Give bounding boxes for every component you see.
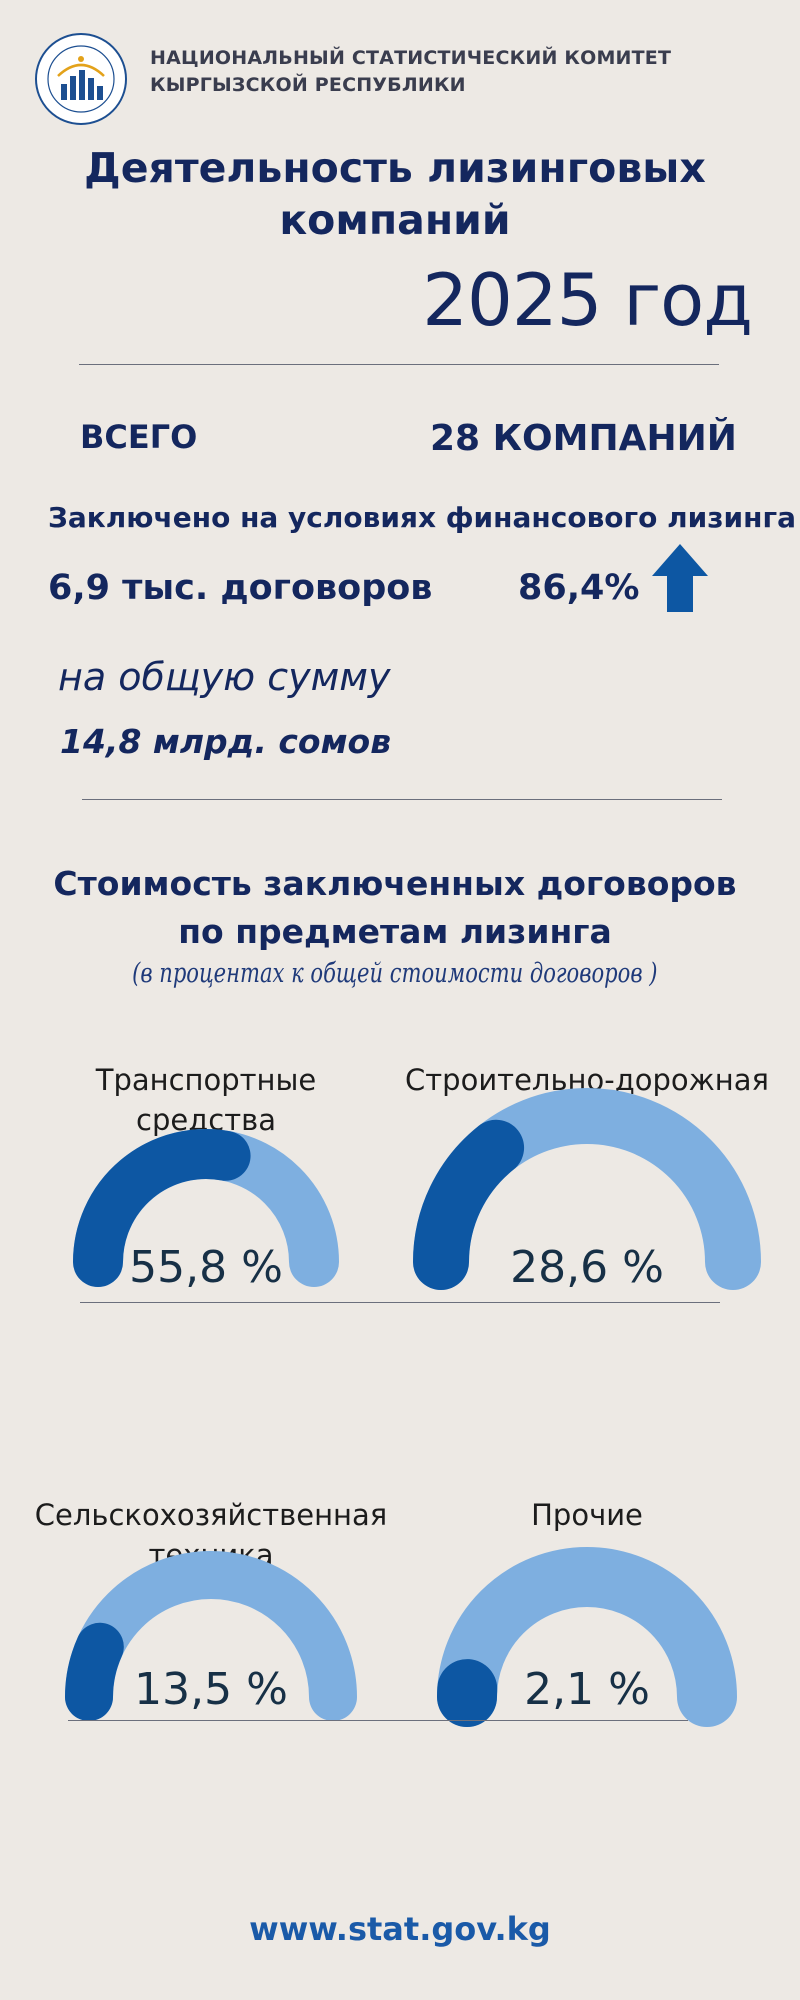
gauge-label-line1: Прочие [531,1498,643,1532]
site-url[interactable]: www.stat.gov.kg [249,1910,551,1948]
total-companies-value: 28 КОМПАНИЙ [430,418,737,459]
gauge [73,1129,339,1287]
gauge-value-label: 28,6 % [510,1242,664,1293]
total-sum-value: 14,8 млрд. сомов [60,722,392,761]
org-name-line1: НАЦИОНАЛЬНЫЙ СТАТИСТИЧЕСКИЙ КОМИТЕТ [150,47,672,69]
page-title-line2: компаний [279,196,511,244]
page-title: Деятельность лизинговых компаний [0,142,790,246]
page-title-line1: Деятельность лизинговых [84,144,706,192]
financial-share-value: 86,4% [518,568,640,608]
gauge [65,1551,357,1721]
gauge-fill [413,1119,525,1290]
divider [82,799,722,800]
gauge-value-label: 2,1 % [524,1664,650,1715]
total-label: ВСЕГО [80,418,198,456]
gauge-label: Транспортные средства [6,1060,406,1140]
gauge-label-line1: Транспортные [95,1063,317,1097]
contracts-value: 6,9 тыс. договоров [48,568,433,608]
gauge-value-label: 55,8 % [129,1242,283,1293]
gauge [413,1088,761,1290]
divider [80,1302,720,1303]
year-label: 2025 год [422,258,753,342]
gauge-track [437,1547,737,1727]
section-title: Стоимость заключенных договоров по предм… [0,860,790,956]
financial-leasing-label: Заключено на условиях финансового лизинг… [48,501,797,534]
section-subtitle-wrap: (в процентах к общей стоимости договоров… [0,958,790,989]
section-title-line2: по предметам лизинга [178,912,612,951]
gauge-value-label: 13,5 % [134,1664,288,1715]
gauge-fill [65,1622,124,1721]
org-name-line2: КЫРГЫЗСКОЙ РЕСПУБЛИКИ [150,74,466,96]
gauge-fill [73,1129,251,1287]
divider [68,1720,688,1721]
up-arrow-icon [652,544,708,612]
section-title-line1: Стоимость заключенных договоров [53,864,737,903]
divider [79,364,719,365]
stat-committee-logo-icon [35,33,127,125]
total-sum-label: на общую сумму [58,655,391,699]
gauge-label-line1: Сельскохозяйственная [34,1498,388,1532]
gauge [437,1547,737,1727]
section-subtitle: (в процентах к общей стоимости договоров… [132,958,658,989]
gauge-label: Прочие [387,1495,787,1535]
